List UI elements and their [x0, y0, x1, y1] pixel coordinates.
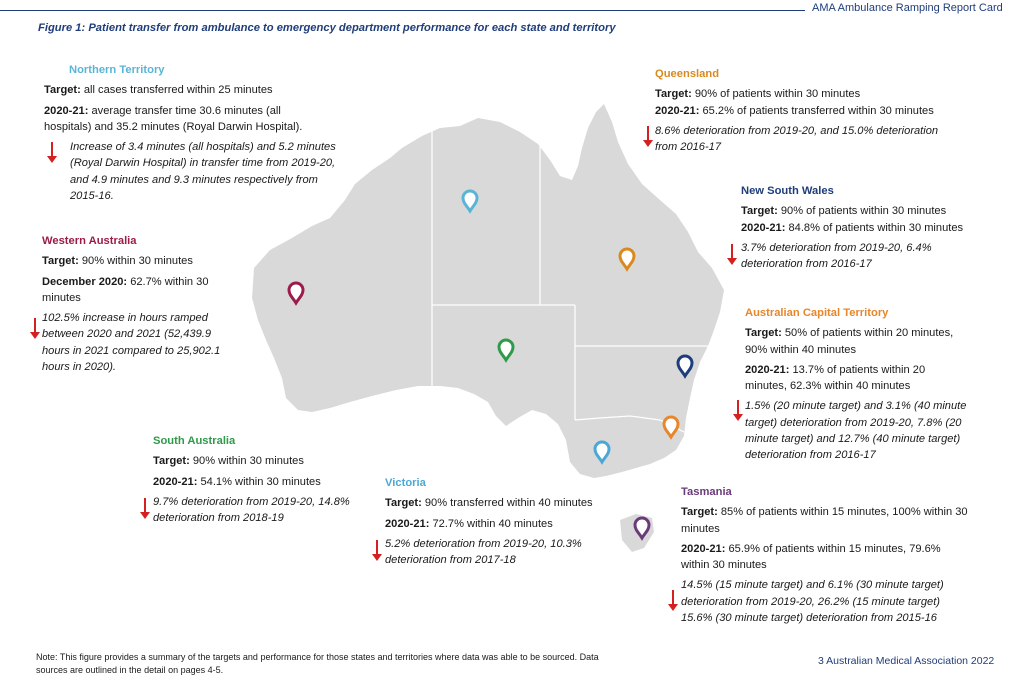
wa-name: Western Australia	[42, 235, 137, 247]
header-rule	[0, 10, 805, 11]
sa-target: Target: 90% within 30 minutes	[153, 455, 304, 468]
tas-target: Target: 85% of patients within 15 minute…	[681, 506, 968, 519]
nsw-target: Target: 90% of patients within 30 minute…	[741, 205, 947, 218]
mainland-shape	[252, 104, 724, 478]
qld-performance: 2020-21: 65.2% of patients transferred w…	[655, 104, 934, 117]
qld-name: Queensland	[655, 68, 720, 80]
nt-performance-cont: hospitals) and 35.2 minutes (Royal Darwi…	[44, 120, 303, 133]
report-title: AMA Ambulance Ramping Report Card	[812, 2, 1003, 14]
vic-name: Victoria	[385, 477, 426, 489]
act-performance-cont: minutes, 62.3% within 40 minutes	[745, 380, 911, 393]
vic-change: 5.2% deterioration from 2019-20, 10.3% de…	[385, 537, 582, 567]
qld-block: Queensland Target: 90% of patients withi…	[655, 66, 995, 155]
page-footer: 3 Australian Medical Association 2022	[818, 655, 995, 667]
sa-name: South Australia	[153, 435, 236, 447]
nt-change: Increase of 3.4 minutes (all hospitals) …	[70, 141, 336, 203]
vic-performance: 2020-21: 72.7% within 40 minutes	[385, 517, 553, 530]
qld-change: 8.6% deterioration from 2019-20, and 15.…	[655, 124, 939, 154]
figure-title: Figure 1: Patient transfer from ambulanc…	[38, 22, 616, 34]
sa-change: 9.7% deterioration from 2019-20, 14.8% de…	[153, 495, 350, 525]
nsw-change: 3.7% deterioration from 2019-20, 6.4% det…	[741, 241, 932, 271]
nt-block: Northern Territory Target: all cases tra…	[44, 62, 384, 204]
tas-location-pin-icon	[633, 516, 651, 541]
nt-name: Northern Territory	[69, 64, 165, 76]
act-target: Target: 50% of patients within 20 minute…	[745, 327, 954, 340]
nsw-performance: 2020-21: 84.8% of patients within 30 min…	[741, 221, 964, 234]
act-name: Australian Capital Territory	[745, 307, 889, 319]
wa-change: 102.5% increase in hours ramped between 2…	[42, 312, 221, 374]
tas-performance-cont: within 30 minutes	[681, 559, 767, 572]
tas-name: Tasmania	[681, 486, 732, 498]
nt-performance: 2020-21: average transfer time 30.6 minu…	[44, 104, 281, 117]
tas-target-cont: minutes	[681, 522, 720, 535]
act-location-pin-icon	[662, 415, 680, 440]
wa-performance-cont: minutes	[42, 291, 81, 304]
nsw-name: New South Wales	[741, 185, 834, 197]
nsw-block: New South Wales Target: 90% of patients …	[741, 183, 1021, 272]
wa-target: Target: 90% within 30 minutes	[42, 255, 193, 268]
tas-block: Tasmania Target: 85% of patients within …	[681, 484, 1021, 626]
nt-target: Target: all cases transferred within 25 …	[44, 84, 273, 97]
vic-block: Victoria Target: 90% transferred within …	[385, 475, 645, 568]
act-target-cont: 90% within 40 minutes	[745, 343, 856, 356]
qld-location-pin-icon	[618, 247, 636, 272]
tas-change: 14.5% (15 minute target) and 6.1% (30 mi…	[681, 579, 944, 625]
sa-block: South Australia Target: 90% within 30 mi…	[153, 433, 393, 526]
nsw-location-pin-icon	[676, 354, 694, 379]
vic-target: Target: 90% transferred within 40 minute…	[385, 497, 593, 510]
nt-location-pin-icon	[461, 189, 479, 214]
wa-location-pin-icon	[287, 281, 305, 306]
sa-location-pin-icon	[497, 338, 515, 363]
act-block: Australian Capital Territory Target: 50%…	[745, 305, 1025, 464]
qld-target: Target: 90% of patients within 30 minute…	[655, 88, 861, 101]
sa-performance: 2020-21: 54.1% within 30 minutes	[153, 475, 321, 488]
act-performance: 2020-21: 13.7% of patients within 20	[745, 363, 926, 376]
wa-performance: December 2020: 62.7% within 30	[42, 275, 209, 288]
footnote: Note: This figure provides a summary of …	[36, 652, 599, 675]
wa-block: Western Australia Target: 90% within 30 …	[42, 233, 242, 375]
vic-location-pin-icon	[593, 440, 611, 465]
tas-performance: 2020-21: 65.9% of patients within 15 min…	[681, 542, 941, 555]
act-change: 1.5% (20 minute target) and 3.1% (40 min…	[745, 400, 967, 462]
